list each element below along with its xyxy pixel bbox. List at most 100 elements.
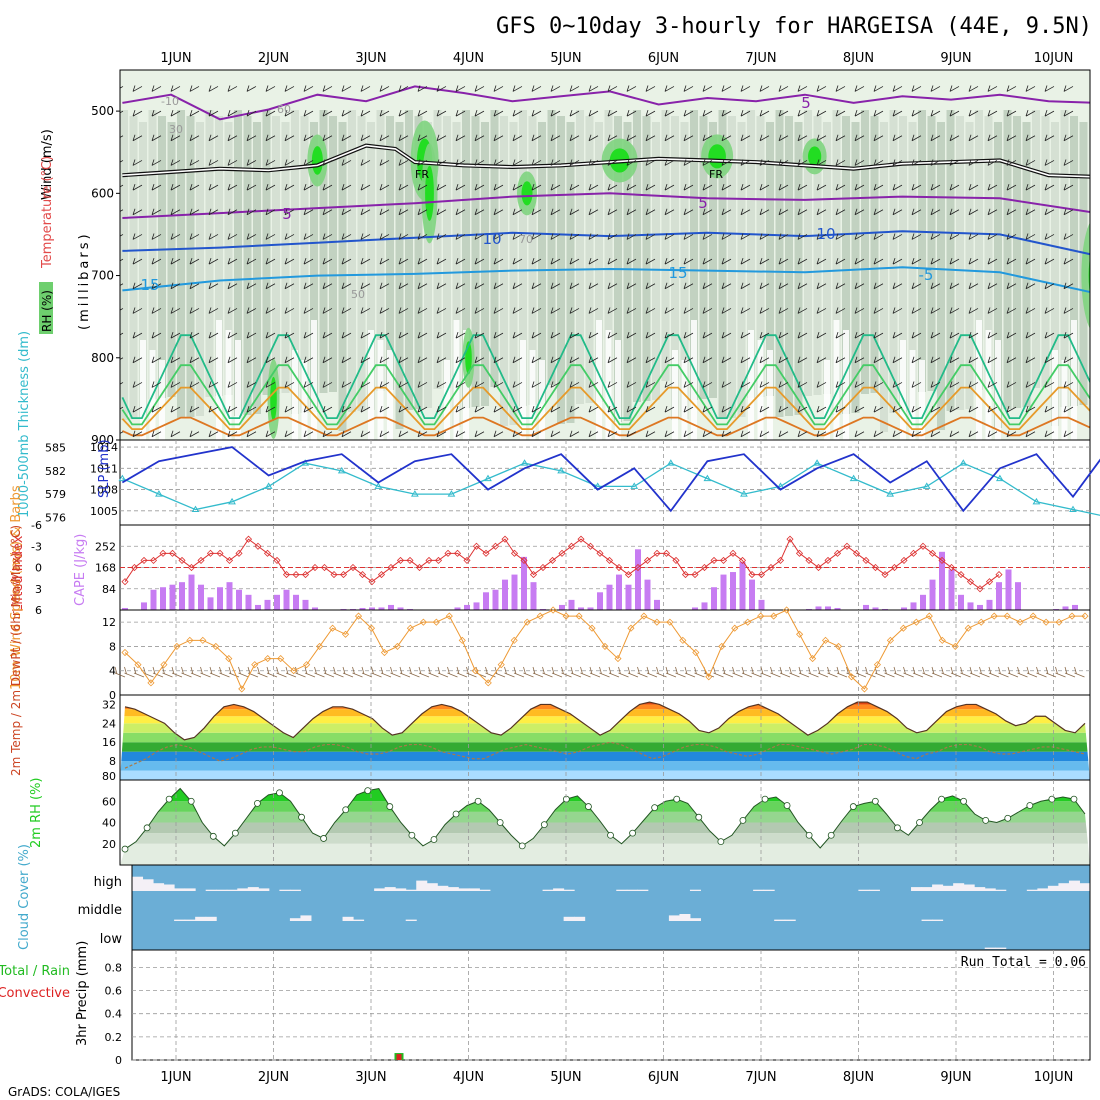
wind10m-barb — [770, 666, 781, 678]
thickness-y-tick-579: 579 — [45, 488, 66, 501]
wind-barb — [797, 159, 808, 166]
cape-bar — [948, 569, 955, 610]
rh-column — [139, 122, 147, 418]
wind-barb — [227, 307, 238, 314]
wind-barb — [1063, 430, 1074, 438]
lifted-index-point — [795, 549, 804, 557]
cloud-cell-high — [384, 887, 396, 891]
wind-barb — [854, 134, 865, 142]
cape-bar — [188, 574, 195, 610]
cape-bar — [302, 599, 309, 610]
rh-column — [272, 116, 280, 394]
wind-barb — [398, 183, 409, 191]
lifted-index-point — [235, 549, 243, 557]
isotherm-minus5 — [122, 85, 1090, 121]
cloud-cell-high — [153, 883, 165, 891]
rh-column — [519, 110, 527, 406]
rh-column — [120, 110, 128, 420]
rh-point — [452, 810, 460, 818]
wind-barb — [987, 405, 998, 413]
wind10m-barb — [352, 666, 363, 678]
lifted-index-point — [567, 542, 576, 550]
lifted-index-point — [558, 549, 566, 557]
wind-barb — [341, 208, 352, 216]
wind-speed-point — [121, 648, 129, 657]
cape-bar — [293, 594, 299, 610]
wind-barb — [664, 282, 675, 290]
rh-column — [785, 116, 793, 416]
wind-barb — [1025, 356, 1036, 364]
wind-speed-point — [458, 636, 466, 644]
wind-barb — [778, 381, 789, 388]
cape-bar — [901, 607, 907, 610]
wind-barb — [436, 159, 447, 166]
cape-bar — [939, 551, 945, 610]
wind10m-barb — [789, 666, 800, 678]
wind-barb — [493, 85, 504, 92]
wind-barb — [189, 208, 200, 216]
wind-barb — [1044, 233, 1055, 240]
wind-speed-point — [757, 612, 765, 620]
wind-barb — [132, 307, 143, 314]
wind-barb — [854, 430, 865, 438]
lifted-index-point — [311, 563, 319, 572]
wind-barb — [797, 233, 808, 240]
rh-column — [433, 110, 442, 389]
wind-barb — [702, 233, 713, 240]
wind-barb — [854, 307, 865, 314]
cloud-cell-high — [942, 885, 954, 891]
wind-barb — [835, 159, 846, 166]
wind10m-barb — [323, 666, 335, 678]
wind-speed-point — [977, 618, 985, 626]
wind-barb — [968, 134, 979, 142]
freezing-label: FR — [415, 168, 429, 181]
wind-barb — [189, 282, 200, 290]
wind-barb — [892, 430, 903, 438]
wind-barb — [398, 282, 409, 290]
lifted-index-point — [890, 563, 899, 572]
rh-column — [481, 122, 489, 406]
wind-barb — [151, 109, 162, 117]
slp-y-tick-1014: 1014 — [90, 441, 118, 454]
rh-column — [1032, 110, 1040, 388]
wind-barb — [531, 282, 542, 290]
cape-bar — [872, 607, 879, 610]
wind-barb — [930, 183, 941, 191]
wind-barb — [987, 430, 998, 438]
wind-barb — [588, 405, 599, 413]
wind-barb — [360, 134, 371, 142]
wind-barb — [892, 381, 903, 388]
cape-bar — [749, 579, 755, 610]
rh-point — [364, 787, 372, 795]
lifted-index-point — [586, 542, 595, 550]
rh-point — [982, 816, 990, 824]
wind-barb — [417, 109, 428, 117]
cape-bar — [1062, 606, 1069, 610]
cloud-cell-high — [689, 889, 701, 891]
wind-barb — [265, 257, 276, 265]
wind-barb — [360, 307, 371, 314]
lifted-index-line — [124, 538, 1000, 590]
sounding-y-tick-500: 500 — [91, 104, 114, 118]
rh-column — [870, 116, 879, 393]
wind-barb — [721, 307, 732, 314]
wind-barb — [474, 183, 485, 191]
rh-column — [177, 110, 185, 418]
wind-barb — [151, 430, 162, 438]
wind-barb — [702, 356, 713, 364]
wind-barb — [1006, 208, 1017, 216]
cape-bar — [986, 599, 993, 610]
x-tick-bottom-6JUN: 6JUN — [648, 1070, 679, 1085]
rh-column — [984, 116, 993, 389]
wind-barb — [512, 109, 523, 117]
wind-barb — [778, 257, 789, 265]
cape-bar — [559, 604, 565, 610]
wind-barb — [797, 257, 808, 265]
wind-barb — [265, 183, 276, 191]
wind-barb — [531, 307, 542, 314]
wind-barb — [778, 159, 789, 166]
wind-barb — [968, 233, 979, 240]
wind-barb — [702, 159, 713, 166]
cloud-cell-high — [226, 889, 238, 891]
wind-barb — [284, 405, 295, 413]
